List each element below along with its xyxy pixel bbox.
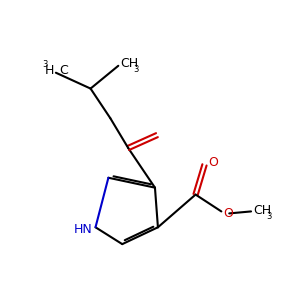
Text: C: C: [59, 64, 68, 77]
Text: CH: CH: [120, 57, 138, 70]
Text: O: O: [208, 156, 218, 170]
Text: H: H: [44, 64, 54, 77]
Text: 3: 3: [43, 60, 48, 69]
Text: 3: 3: [133, 65, 139, 74]
Text: CH: CH: [253, 204, 271, 217]
Text: 3: 3: [266, 212, 271, 221]
Text: HN: HN: [74, 223, 92, 236]
Text: O: O: [223, 207, 233, 220]
